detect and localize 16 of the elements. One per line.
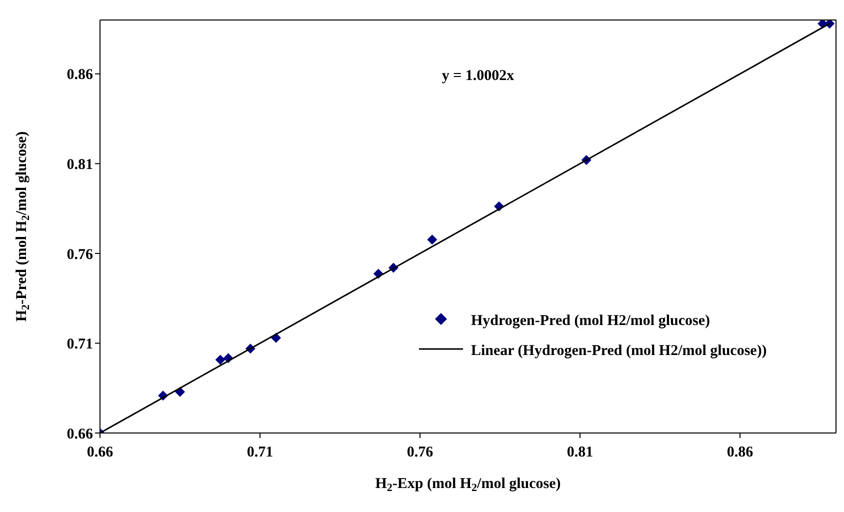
x-tick-label: 0.71 [246, 444, 274, 461]
x-axis-title: H$_{2}$-Exp (mol H$_{2}$/mol glucose) [375, 476, 561, 494]
y-tick-label: 0.81 [66, 156, 93, 173]
y-tick-label: 0.66 [66, 426, 94, 442]
x-tick-label: 0.76 [406, 444, 434, 461]
point [215, 354, 226, 365]
annotation: y = 1.0002x [440, 68, 516, 85]
legend-label: Hydrogen-Pred (mol H2/mol glucose) [471, 313, 710, 329]
y-tick-label: 0.71 [66, 336, 93, 353]
x-tick-label: 0.81 [566, 444, 594, 461]
x-tick-label: 0.86 [726, 444, 754, 461]
point [427, 234, 438, 245]
y-tick-label: 0.76 [66, 246, 94, 263]
y-tick-label: 0.86 [66, 67, 94, 84]
legend-label: Linear (Hydrogen-Pred (mol H2/mol glucose)) [471, 343, 767, 359]
x-tick-label: 0.66 [86, 444, 114, 461]
